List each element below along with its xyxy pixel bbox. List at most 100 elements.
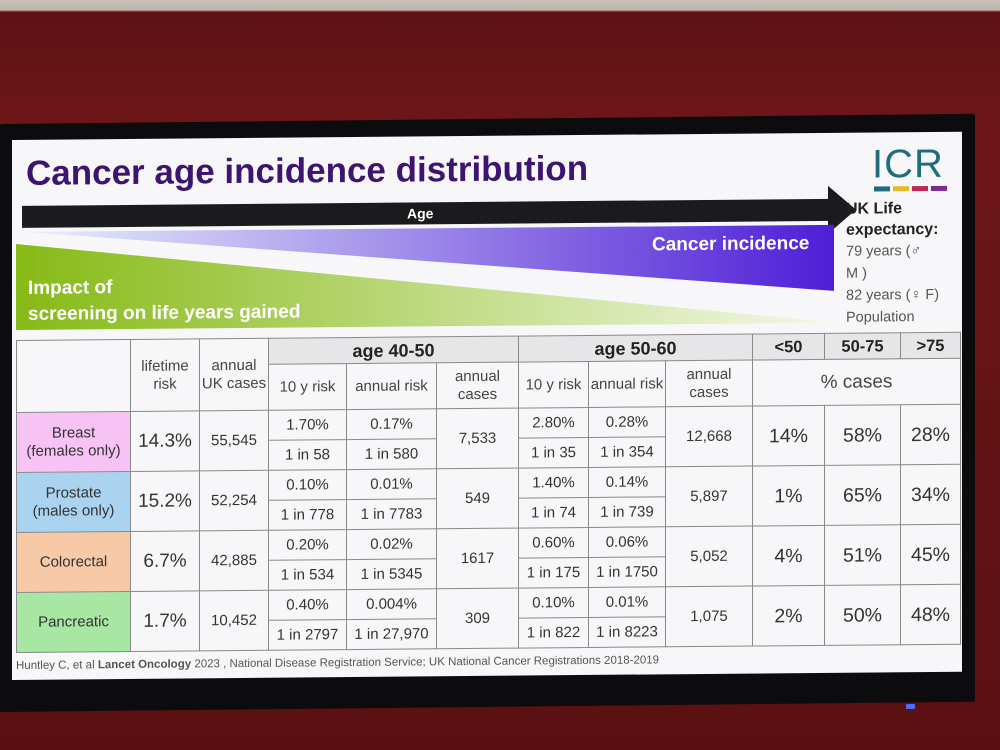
age40-annual-risk-ratio: 1 in 580 — [346, 438, 437, 470]
age50-10y-risk-pct: 1.40% — [518, 467, 589, 499]
pct-cases-gt75: 48% — [900, 584, 961, 645]
annual-uk-cases-value: 55,545 — [199, 410, 269, 471]
life-expectancy-panel: UK Life expectancy: 79 years (♂ M ) 82 y… — [846, 198, 958, 351]
header-age-lt50: <50 — [752, 333, 825, 361]
age50-annual-cases: 5,897 — [665, 466, 753, 527]
header-age-40-50: age 40-50 — [268, 336, 519, 365]
age40-annual-risk-ratio: 1 in 5345 — [346, 558, 437, 590]
header-age-50-60: age 50-60 — [518, 334, 753, 363]
impact-wedge — [16, 243, 838, 330]
age50-10y-risk-ratio: 1 in 74 — [518, 497, 589, 529]
cancer-type-label: Colorectal — [16, 531, 131, 593]
age40-annual-cases: 309 — [436, 588, 519, 649]
age50-10y-risk-ratio: 1 in 822 — [518, 617, 589, 649]
age40-annual-risk-pct: 0.17% — [346, 408, 437, 440]
age40-10y-risk-pct: 0.40% — [268, 589, 347, 621]
age40-annual-risk-pct: 0.02% — [346, 528, 437, 560]
annual-uk-cases-value: 52,254 — [199, 470, 269, 531]
header-lifetime-risk: lifetime risk — [130, 338, 200, 412]
header-10y-risk-a: 10 y risk — [268, 363, 347, 411]
header-pct-cases: % cases — [752, 358, 961, 407]
citation-authors: Huntley C, et al — [16, 659, 98, 672]
cancer-type-label: Breast (females only) — [16, 411, 131, 473]
age50-10y-risk-pct: 0.10% — [518, 587, 589, 619]
age50-annual-risk-pct: 0.01% — [588, 586, 666, 618]
header-age-gt75: >75 — [900, 332, 961, 359]
age40-annual-cases: 7,533 — [436, 408, 519, 469]
age40-10y-risk-ratio: 1 in 2797 — [268, 619, 347, 651]
annual-uk-cases-value: 10,452 — [199, 590, 269, 651]
citation-journal: Lancet Oncology — [97, 658, 192, 672]
life-expectancy-heading-line1: UK Life — [846, 200, 902, 218]
age40-annual-cases: 549 — [436, 468, 519, 529]
pct-cases-50-75: 50% — [824, 584, 901, 646]
lifetime-risk-value: 1.7% — [130, 590, 200, 652]
pct-cases-lt50: 4% — [752, 525, 825, 587]
cancer-type-label: Prostate (males only) — [16, 471, 131, 533]
life-expectancy-heading-line2: expectancy: — [846, 220, 939, 239]
header-blank — [16, 339, 131, 413]
header-annual-risk-a: annual risk — [346, 362, 437, 410]
header-annual-cases-b: annual cases — [665, 360, 753, 407]
pct-cases-lt50: 1% — [752, 465, 825, 527]
annual-uk-cases-value: 42,885 — [199, 530, 269, 591]
female-expectancy: 82 years (♀ F) — [846, 286, 940, 304]
age40-annual-risk-ratio: 1 in 27,970 — [346, 618, 437, 650]
header-annual-risk-b: annual risk — [588, 360, 666, 408]
age40-10y-risk-ratio: 1 in 778 — [268, 499, 347, 531]
age40-10y-risk-pct: 0.10% — [268, 469, 347, 501]
age40-10y-risk-ratio: 1 in 534 — [268, 559, 347, 591]
age50-10y-risk-pct: 0.60% — [518, 527, 589, 559]
header-annual-cases-a: annual cases — [436, 362, 519, 409]
lifetime-risk-value: 14.3% — [130, 410, 200, 472]
age50-annual-risk-ratio: 1 in 1750 — [588, 556, 666, 588]
pct-cases-lt50: 2% — [752, 585, 825, 647]
lifetime-risk-value: 6.7% — [130, 530, 200, 592]
age50-annual-risk-pct: 0.06% — [588, 526, 666, 558]
citation-rest: 2023 , National Disease Registration Ser… — [191, 654, 660, 671]
pct-cases-gt75: 34% — [900, 464, 961, 525]
age40-10y-risk-ratio: 1 in 58 — [268, 439, 347, 471]
slide-screen: Cancer age incidence distribution ICR Ag… — [12, 131, 962, 680]
pct-cases-lt50: 14% — [752, 405, 825, 467]
age50-annual-risk-ratio: 1 in 354 — [588, 436, 666, 468]
age50-annual-risk-ratio: 1 in 8223 — [588, 616, 666, 648]
header-annual-uk-cases: annual UK cases — [199, 338, 269, 411]
incidence-impact-wedges — [16, 224, 838, 330]
cancer-risk-table: lifetime risk annual UK cases age 40-50 … — [16, 332, 961, 653]
population-label: Population — [846, 309, 915, 326]
age50-annual-cases: 5,052 — [665, 526, 753, 587]
citation-footer: Huntley C, et al Lancet Oncology 2023 , … — [16, 654, 659, 672]
age50-10y-risk-ratio: 1 in 175 — [518, 557, 589, 589]
age50-annual-risk-ratio: 1 in 739 — [588, 496, 666, 528]
age50-annual-cases: 1,075 — [665, 586, 753, 647]
male-expectancy-line2: M ) — [846, 265, 867, 282]
age40-annual-risk-pct: 0.01% — [346, 468, 437, 500]
age40-annual-risk-ratio: 1 in 7783 — [346, 498, 437, 530]
age50-annual-risk-pct: 0.28% — [588, 406, 666, 438]
pct-cases-50-75: 51% — [824, 524, 901, 586]
lifetime-risk-value: 15.2% — [130, 470, 200, 532]
age50-annual-risk-pct: 0.14% — [588, 466, 666, 498]
age40-annual-cases: 1617 — [436, 528, 519, 589]
incidence-wedge — [26, 224, 834, 291]
incidence-label: Cancer incidence — [652, 233, 810, 256]
age50-annual-cases: 12,668 — [665, 406, 753, 467]
impact-label-line1: Impact of — [28, 277, 113, 299]
impact-label: Impact of screening on life years gained — [28, 273, 300, 327]
pct-cases-gt75: 28% — [900, 404, 961, 465]
age40-10y-risk-pct: 0.20% — [268, 529, 347, 561]
power-led — [906, 704, 915, 709]
age50-10y-risk-pct: 2.80% — [518, 407, 589, 439]
age50-10y-risk-ratio: 1 in 35 — [518, 437, 589, 469]
pct-cases-50-75: 58% — [824, 404, 901, 466]
header-age-50-75: 50-75 — [824, 332, 901, 360]
header-10y-risk-b: 10 y risk — [518, 361, 589, 409]
age40-10y-risk-pct: 1.70% — [268, 409, 347, 441]
age40-annual-risk-pct: 0.004% — [346, 588, 437, 620]
pct-cases-50-75: 65% — [824, 464, 901, 526]
male-expectancy-line1: 79 years (♂ — [846, 243, 922, 260]
cancer-type-label: Pancreatic — [16, 591, 131, 653]
pct-cases-gt75: 45% — [900, 524, 961, 585]
impact-label-line2: screening on life years gained — [28, 301, 301, 325]
